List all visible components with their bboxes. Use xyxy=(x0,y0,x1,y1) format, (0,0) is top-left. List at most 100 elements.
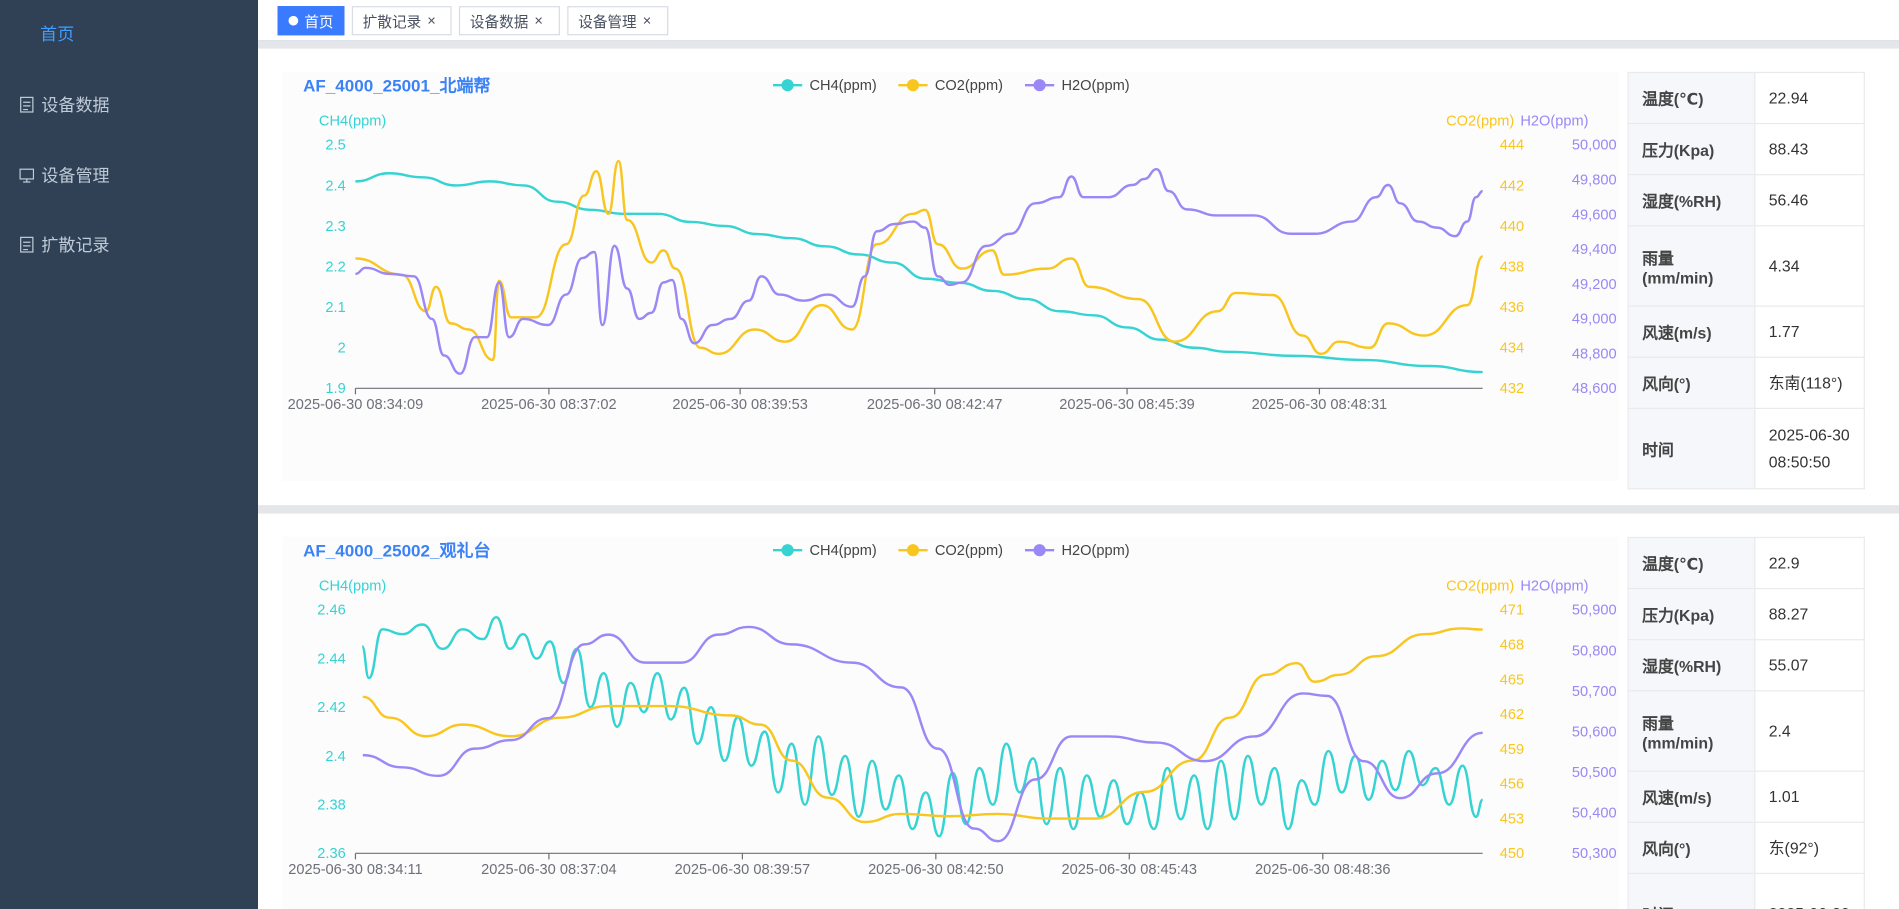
y-tick-label-co2: 453 xyxy=(1500,811,1524,827)
y-tick-label-ch4: 2.44 xyxy=(317,651,345,667)
y-tick-label-co2: 459 xyxy=(1500,742,1524,758)
axis-name-h2o: H2O(ppm) xyxy=(1520,113,1588,129)
y-tick-label-h2o: 49,600 xyxy=(1572,207,1617,223)
sidebar-item-diffusion-records[interactable]: 扩散记录 xyxy=(0,220,258,269)
sidebar-item-device-data[interactable]: 设备数据 xyxy=(0,80,258,129)
series-line-h2o xyxy=(355,167,1483,375)
info-value: 55.07 xyxy=(1754,639,1865,692)
series-line-co2 xyxy=(355,159,1484,362)
device-chart-2: AF_4000_25002_观礼台 CH4(ppm) CO2(ppm) H2O(ppm… xyxy=(282,536,1620,909)
x-tick-label: 2025-06-30 08:34:09 xyxy=(288,397,424,413)
document-icon xyxy=(19,96,34,113)
y-tick-label-co2: 444 xyxy=(1500,138,1524,154)
info-key: 温度(℃) xyxy=(1627,536,1756,590)
close-icon[interactable]: × xyxy=(534,12,543,30)
y-tick-label-ch4: 2.3 xyxy=(325,219,345,235)
device-card-1: AF_4000_25001_北端帮 CH4(ppm) CO2(ppm) H2O(ppm… xyxy=(258,48,1899,506)
divider xyxy=(258,505,1899,514)
y-tick-label-h2o: 48,800 xyxy=(1572,346,1617,362)
tab-label: 设备数据 xyxy=(469,12,529,30)
info-key: 湿度(%RH) xyxy=(1627,174,1756,227)
info-key: 风速(m/s) xyxy=(1627,770,1756,823)
x-tick-label: 2025-06-30 08:42:47 xyxy=(867,397,1003,413)
y-tick-label-h2o: 48,600 xyxy=(1572,381,1617,397)
info-value: 2025-06-30 xyxy=(1754,872,1865,909)
y-tick-label-h2o: 49,200 xyxy=(1572,277,1617,293)
info-row: 湿度(%RH) 55.07 xyxy=(1627,639,1865,692)
sidebar-item-label: 扩散记录 xyxy=(41,234,110,255)
info-key: 时间 xyxy=(1627,872,1756,909)
y-tick-label-ch4: 2.2 xyxy=(325,259,345,275)
monitor-icon xyxy=(19,167,35,184)
y-tick-label-h2o: 50,700 xyxy=(1572,684,1617,700)
chart-title: AF_4000_25001_北端帮 xyxy=(303,75,490,95)
y-tick-label-co2: 440 xyxy=(1500,219,1524,235)
info-value: 56.46 xyxy=(1754,174,1865,227)
x-tick-label: 2025-06-30 08:45:39 xyxy=(1059,397,1195,413)
sidebar-item-label: 设备数据 xyxy=(41,94,110,115)
legend-label: CH4(ppm) xyxy=(810,543,877,559)
info-row: 风向(°) 东(92°) xyxy=(1627,821,1865,875)
y-tick-label-co2: 432 xyxy=(1500,381,1524,397)
series-line-ch4 xyxy=(355,172,1483,374)
y-tick-label-ch4: 2.36 xyxy=(317,846,345,862)
sidebar-item-label: 设备管理 xyxy=(41,165,110,186)
series-line-ch4 xyxy=(360,615,1484,838)
tab-label: 设备管理 xyxy=(578,12,637,30)
y-tick-label-h2o: 50,800 xyxy=(1572,643,1617,659)
info-row: 压力(Kpa) 88.43 xyxy=(1627,122,1865,176)
y-tick-label-h2o: 50,300 xyxy=(1572,846,1617,862)
y-tick-label-ch4: 2.46 xyxy=(317,603,345,619)
legend-marker xyxy=(1033,544,1046,557)
y-tick-label-ch4: 2.4 xyxy=(325,178,345,194)
info-value: 22.9 xyxy=(1754,536,1865,590)
info-row: 压力(Kpa) 88.27 xyxy=(1627,587,1865,641)
info-key: 压力(Kpa) xyxy=(1627,587,1756,641)
sidebar-item-device-management[interactable]: 设备管理 xyxy=(0,151,258,200)
device-card-2: AF_4000_25002_观礼台 CH4(ppm) CO2(ppm) H2O(ppm… xyxy=(258,513,1899,909)
info-key: 湿度(%RH) xyxy=(1627,639,1756,692)
axis-name-ch4: CH4(ppm) xyxy=(319,578,386,594)
tab-bar: 首页 扩散记录 × 设备数据 × 设备管理 × xyxy=(258,0,1899,42)
close-icon[interactable]: × xyxy=(642,12,652,30)
tab-device-management[interactable]: 设备管理 × xyxy=(567,6,669,36)
info-row: 风速(m/s) 1.77 xyxy=(1627,305,1865,358)
divider xyxy=(258,41,1899,49)
info-key: 风向(°) xyxy=(1627,821,1756,875)
info-key: 风向(°) xyxy=(1627,356,1756,410)
tab-device-data[interactable]: 设备数据 × xyxy=(458,6,560,36)
info-value: 东(92°) xyxy=(1754,821,1865,875)
legend-marker xyxy=(781,544,794,557)
axis-name-co2: CO2(ppm) xyxy=(1446,113,1514,129)
legend-label: H2O(ppm) xyxy=(1061,543,1129,559)
series-line-h2o xyxy=(362,625,1483,843)
y-tick-label-h2o: 50,000 xyxy=(1572,138,1617,154)
x-tick-label: 2025-06-30 08:34:11 xyxy=(288,862,422,878)
y-tick-label-co2: 442 xyxy=(1500,178,1524,194)
y-tick-label-ch4: 2.42 xyxy=(317,700,345,716)
tab-diffusion-records[interactable]: 扩散记录 × xyxy=(351,6,452,36)
sidebar-item-home[interactable]: 首页 xyxy=(0,10,298,59)
legend-marker xyxy=(906,544,920,557)
info-value: 4.34 xyxy=(1754,225,1865,307)
document-icon xyxy=(19,236,34,253)
x-tick-label: 2025-06-30 08:37:02 xyxy=(481,397,617,413)
x-tick-label: 2025-06-30 08:45:43 xyxy=(1062,862,1198,878)
axis-name-h2o: H2O(ppm) xyxy=(1520,578,1588,594)
legend-label: CO2(ppm) xyxy=(935,543,1003,559)
chart-svg: AF_4000_25002_观礼台 CH4(ppm) CO2(ppm) H2O(ppm… xyxy=(288,540,1617,878)
y-tick-label-co2: 468 xyxy=(1500,638,1524,654)
close-icon[interactable]: × xyxy=(427,12,436,30)
y-tick-label-co2: 436 xyxy=(1500,300,1524,316)
y-tick-label-h2o: 50,900 xyxy=(1572,603,1617,619)
x-tick-label: 2025-06-30 08:39:53 xyxy=(672,397,808,413)
info-row: 温度(℃) 22.9 xyxy=(1627,536,1865,590)
chart-svg: AF_4000_25001_北端帮 CH4(ppm) CO2(ppm) H2O(ppm… xyxy=(288,75,1617,413)
y-tick-label-ch4: 2.38 xyxy=(317,798,345,814)
info-row: 雨量(mm/min) 2.4 xyxy=(1627,690,1865,772)
y-tick-label-co2: 456 xyxy=(1500,777,1524,793)
tab-home[interactable]: 首页 xyxy=(277,6,345,36)
x-tick-label: 2025-06-30 08:48:31 xyxy=(1252,397,1388,413)
info-value: 22.94 xyxy=(1754,71,1865,125)
